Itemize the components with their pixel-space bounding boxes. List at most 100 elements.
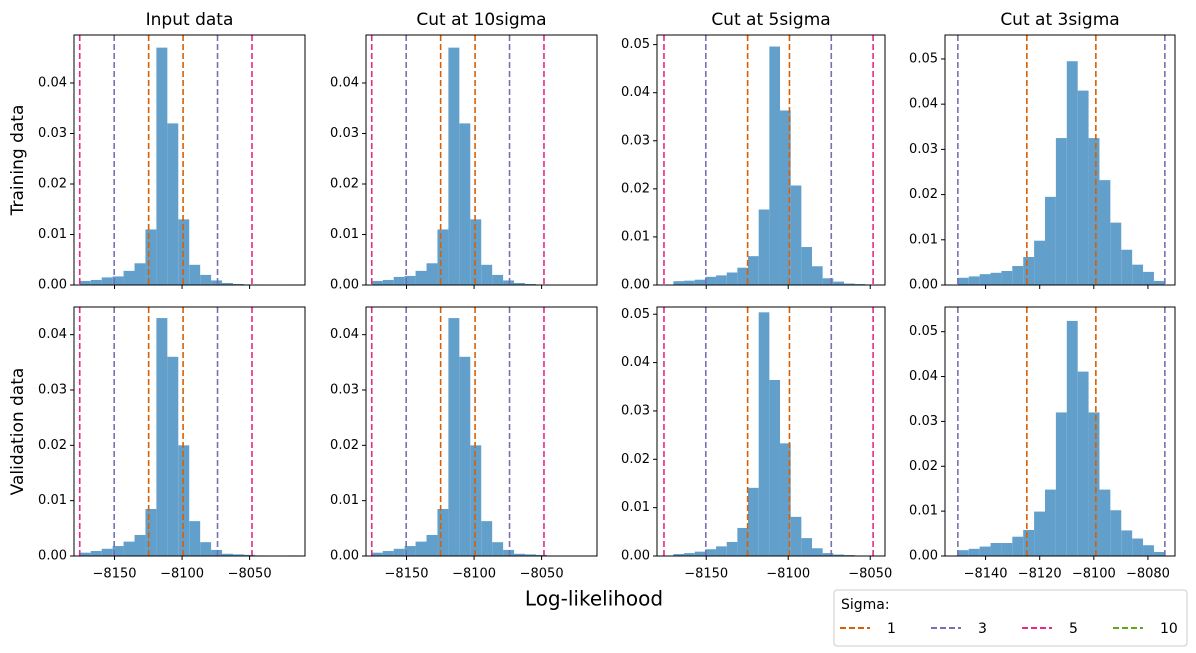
bar bbox=[968, 548, 980, 556]
bar bbox=[393, 548, 405, 556]
bar bbox=[1055, 138, 1067, 285]
bar bbox=[801, 247, 813, 285]
bar bbox=[145, 508, 157, 556]
bar bbox=[1023, 529, 1035, 556]
bar bbox=[243, 554, 255, 556]
bar bbox=[156, 318, 168, 556]
bar bbox=[726, 541, 738, 556]
bar bbox=[112, 546, 124, 556]
y-tick-label: 0.01 bbox=[38, 493, 67, 508]
bar bbox=[1099, 489, 1111, 556]
x-tick-label: −8050 bbox=[228, 567, 272, 582]
axes-frame bbox=[365, 34, 598, 286]
bar bbox=[1077, 90, 1089, 285]
y-tick-label: 0.04 bbox=[330, 327, 359, 342]
axes-frame bbox=[73, 34, 306, 286]
bar bbox=[1153, 280, 1165, 285]
bar bbox=[833, 554, 844, 556]
bar bbox=[1143, 545, 1154, 556]
x-tick-label: −8140 bbox=[964, 567, 1008, 582]
y-tick-label: 0.02 bbox=[909, 187, 938, 202]
bar bbox=[990, 542, 1002, 556]
y-tick-label: 0.00 bbox=[621, 549, 650, 564]
y-tick-label: 0.02 bbox=[330, 176, 359, 191]
y-tick-label: 0.03 bbox=[621, 403, 650, 418]
y-tick-label: 0.00 bbox=[330, 549, 359, 564]
axes-frame bbox=[944, 306, 1176, 557]
bar bbox=[222, 553, 233, 556]
bar bbox=[156, 47, 168, 285]
y-tick-label: 0.01 bbox=[330, 493, 359, 508]
bar bbox=[393, 276, 405, 285]
bar bbox=[726, 272, 738, 285]
y-tick-label: 0.03 bbox=[621, 133, 650, 148]
bar bbox=[780, 443, 791, 556]
y-tick-label: 0.01 bbox=[621, 500, 650, 515]
x-tick-label: −8150 bbox=[93, 567, 137, 582]
bar bbox=[790, 185, 802, 285]
y-tick-label: 0.03 bbox=[38, 383, 67, 398]
bar bbox=[822, 278, 834, 285]
y-tick-label: 0.01 bbox=[621, 229, 650, 244]
bar bbox=[1045, 489, 1056, 556]
y-tick-label: 0.04 bbox=[38, 327, 67, 342]
y-tick-label: 0.02 bbox=[909, 459, 938, 474]
bar bbox=[758, 209, 770, 285]
bar bbox=[167, 123, 179, 285]
legend-label: 5 bbox=[1069, 621, 1078, 637]
bar bbox=[232, 283, 244, 285]
bar bbox=[112, 276, 124, 285]
bar bbox=[448, 318, 460, 556]
bar bbox=[748, 256, 759, 285]
bar bbox=[1034, 511, 1046, 556]
bar bbox=[90, 279, 102, 285]
bar bbox=[492, 274, 504, 285]
y-tick-label: 0.03 bbox=[38, 126, 67, 141]
y-tick-label: 0.02 bbox=[330, 438, 359, 453]
bar bbox=[705, 549, 717, 556]
y-tick-label: 0.01 bbox=[909, 232, 938, 247]
x-tick-label: −8080 bbox=[1126, 567, 1170, 582]
bar bbox=[990, 272, 1002, 285]
bar bbox=[101, 548, 113, 556]
bar bbox=[957, 550, 969, 556]
y-tick-label: 0.02 bbox=[621, 181, 650, 196]
bar bbox=[737, 267, 749, 285]
bar bbox=[492, 542, 504, 556]
legend-title: Sigma: bbox=[841, 597, 890, 613]
bar bbox=[189, 521, 201, 556]
y-tick-label: 0.02 bbox=[38, 438, 67, 453]
axes-frame bbox=[365, 306, 598, 557]
y-tick-label: 0.04 bbox=[621, 85, 650, 100]
bar bbox=[1012, 266, 1024, 285]
y-tick-label: 0.03 bbox=[330, 383, 359, 398]
bar bbox=[1066, 320, 1078, 556]
y-tick-label: 0.02 bbox=[621, 452, 650, 467]
y-tick-label: 0.00 bbox=[909, 549, 938, 564]
y-tick-label: 0.05 bbox=[621, 37, 650, 52]
y-tick-label: 0.02 bbox=[38, 176, 67, 191]
bar bbox=[371, 552, 383, 556]
bar bbox=[694, 551, 706, 556]
bar bbox=[737, 527, 749, 556]
bar bbox=[1034, 240, 1046, 285]
bar bbox=[801, 538, 813, 556]
bar bbox=[415, 270, 427, 285]
y-tick-label: 0.04 bbox=[621, 355, 650, 370]
y-tick-label: 0.04 bbox=[909, 369, 938, 384]
x-tick-label: −8150 bbox=[385, 567, 429, 582]
bar bbox=[1110, 510, 1122, 556]
bar bbox=[459, 356, 471, 556]
bar bbox=[1055, 412, 1067, 556]
y-tick-label: 0.03 bbox=[909, 414, 938, 429]
x-tick-label: −8100 bbox=[452, 567, 496, 582]
y-tick-label: 0.03 bbox=[909, 142, 938, 157]
y-tick-label: 0.00 bbox=[330, 278, 359, 293]
panel-title: Cut at 10sigma bbox=[416, 10, 546, 30]
bar bbox=[79, 552, 91, 556]
bar bbox=[1077, 371, 1089, 556]
bar bbox=[481, 521, 493, 556]
bar bbox=[673, 554, 685, 556]
bar bbox=[437, 508, 449, 556]
